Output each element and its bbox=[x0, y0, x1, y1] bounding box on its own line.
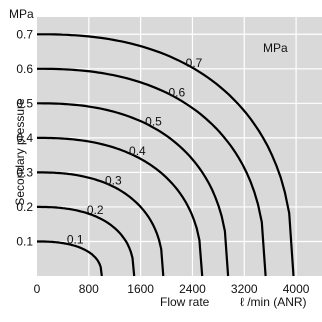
curve-0.2 bbox=[37, 205, 136, 277]
x-axis-unit: ℓ /min (ANR) bbox=[240, 295, 307, 309]
x-tick-label-800: 800 bbox=[79, 282, 99, 296]
curve-0.4 bbox=[37, 136, 204, 277]
curve-0.6 bbox=[37, 67, 267, 277]
curve-0.7 bbox=[37, 33, 295, 277]
curve-0.1 bbox=[37, 240, 103, 277]
y-axis-ticks: 0.1 0.2 0.3 0.4 0.5 0.6 0.7 bbox=[16, 27, 33, 248]
curve-labels: 0.1 0.2 0.3 0.4 0.5 0.6 0.7 bbox=[67, 56, 203, 247]
curve-label-0.7: 0.7 bbox=[186, 56, 203, 70]
curve-label-0.4: 0.4 bbox=[129, 144, 146, 158]
x-tick-label-0: 0 bbox=[34, 282, 41, 296]
curve-label-0.5: 0.5 bbox=[145, 115, 162, 129]
y-tick-label-0.2: 0.2 bbox=[16, 200, 33, 214]
x-tick-label-3200: 3200 bbox=[231, 282, 258, 296]
x-axis-label: Flow rate bbox=[160, 295, 210, 309]
y-tick-label-0.4: 0.4 bbox=[16, 131, 33, 145]
pressure-curves bbox=[37, 33, 295, 277]
x-tick-label-4000: 4000 bbox=[283, 282, 310, 296]
grid bbox=[37, 17, 322, 276]
curve-label-0.6: 0.6 bbox=[168, 85, 185, 99]
curve-label-0.1: 0.1 bbox=[67, 233, 84, 247]
curve-label-0.2: 0.2 bbox=[87, 203, 104, 217]
x-tick-label-2400: 2400 bbox=[179, 282, 206, 296]
x-tick-label-1600: 1600 bbox=[127, 282, 154, 296]
y-axis-unit: MPa bbox=[9, 7, 34, 21]
y-tick-label-0.1: 0.1 bbox=[16, 234, 33, 248]
y-tick-label-0.6: 0.6 bbox=[16, 62, 33, 76]
y-tick-label-0.7: 0.7 bbox=[16, 27, 33, 41]
curve-label-0.3: 0.3 bbox=[105, 174, 122, 188]
y-tick-label-0.5: 0.5 bbox=[16, 96, 33, 110]
curve-0.3 bbox=[37, 171, 165, 277]
legend-unit: MPa bbox=[263, 41, 288, 55]
y-tick-label-0.3: 0.3 bbox=[16, 165, 33, 179]
curve-0.5 bbox=[37, 102, 230, 277]
x-axis-ticks: 0 800 1600 2400 3200 4000 bbox=[34, 282, 310, 296]
y-axis-label: Secondary pressure bbox=[13, 98, 27, 206]
